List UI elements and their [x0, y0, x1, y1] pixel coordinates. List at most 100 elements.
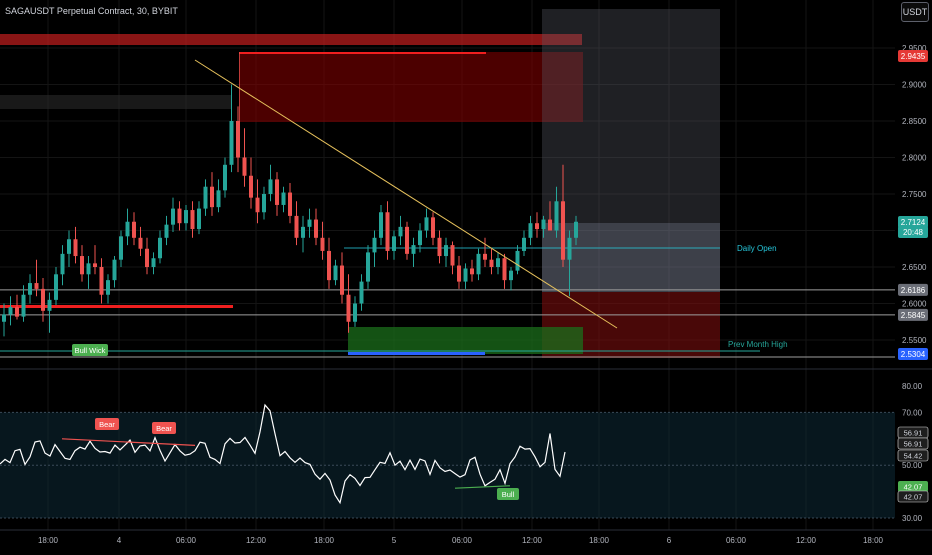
- candle-body: [249, 175, 253, 198]
- rsi-badge: 54.42: [897, 449, 929, 462]
- candle-body: [548, 219, 552, 231]
- gray-zone: [0, 95, 232, 109]
- time-axis-tick: 4: [117, 536, 122, 545]
- price-badge-level-1-text: 2.6186: [901, 286, 926, 295]
- price-badge-current-bg: [898, 216, 928, 228]
- candle-body: [346, 294, 351, 322]
- rsi-axis-tick: 30.00: [902, 514, 923, 523]
- candle-body: [411, 245, 416, 254]
- candle-body: [138, 237, 143, 249]
- prev-month-high-label: Prev Month High: [728, 340, 788, 349]
- candle-body: [366, 252, 370, 282]
- candle-body: [60, 253, 65, 275]
- rsi-bear-badge-1: Bear: [95, 418, 119, 430]
- price-badge-bottom-text: 2.5304: [901, 350, 926, 359]
- candle-body: [320, 237, 325, 251]
- candle-body: [405, 226, 409, 254]
- candle-body: [424, 217, 429, 231]
- time-axis-tick: 18:00: [863, 536, 884, 545]
- demand-zone: [348, 327, 583, 354]
- time-axis-tick: 06:00: [726, 536, 747, 545]
- price-axis-tick: 2.9000: [902, 81, 927, 90]
- candle-body: [333, 265, 338, 281]
- time-axis-tick: 6: [667, 536, 672, 545]
- candle-body: [197, 208, 201, 230]
- candle-body: [509, 270, 513, 281]
- candle-body: [132, 221, 136, 238]
- candle-body: [236, 121, 240, 158]
- rsi-bear-badge-2-text: Bear: [156, 424, 172, 433]
- candle-body: [327, 250, 331, 281]
- price-badge-top-bg: [898, 50, 928, 62]
- candle-body: [561, 201, 565, 260]
- candle-body: [99, 267, 104, 295]
- candle-body: [483, 253, 487, 260]
- rsi-badge: 56.91: [897, 437, 929, 450]
- candle-body: [203, 186, 208, 209]
- candle-body: [164, 224, 169, 238]
- candle-body: [73, 239, 78, 257]
- rsi-line[interactable]: [0, 403, 566, 505]
- candle-body: [450, 245, 455, 266]
- rsi-badge-text: 56.91: [904, 429, 923, 438]
- daily-open-label: Daily Open: [737, 244, 777, 253]
- currency-button[interactable]: USDT: [901, 2, 929, 22]
- candle-body: [112, 259, 117, 281]
- candle-body: [418, 230, 422, 246]
- candle-body: [15, 307, 19, 317]
- price-badge-bottom: 2.5304: [898, 348, 928, 360]
- candle-body: [210, 186, 214, 208]
- rsi-bull-divergence-line: [454, 485, 511, 489]
- candle-body: [125, 221, 130, 237]
- candle-body: [184, 210, 188, 224]
- supply-zone-top: [0, 34, 582, 45]
- candle-body: [476, 253, 481, 275]
- trendline[interactable]: [194, 59, 618, 329]
- candle-body: [522, 237, 526, 251]
- candle-body: [216, 190, 221, 208]
- candle-body: [385, 212, 390, 251]
- rsi-bull-badge-text: Bull: [502, 490, 515, 499]
- time-axis-tick: 18:00: [589, 536, 610, 545]
- position-profit-zone: [542, 9, 720, 292]
- price-badge-countdown-bg: [898, 226, 928, 238]
- candle-body: [353, 303, 357, 322]
- price-badge-top-text: 2.9435: [901, 52, 926, 61]
- candle-body: [502, 258, 507, 281]
- rsi-bull-badge-bg: [497, 488, 519, 500]
- candle-body: [8, 307, 13, 315]
- supply-zone-edge: [239, 52, 240, 122]
- position-entry-zone: [542, 223, 720, 292]
- rsi-badge-text: 56.91: [904, 440, 923, 449]
- price-badge-level-2: 2.5845: [898, 308, 928, 321]
- price-badge-bottom-bg: [898, 348, 928, 360]
- candle-body: [301, 226, 305, 238]
- candle-body: [255, 197, 260, 213]
- rsi-badge-bg: [898, 481, 928, 492]
- price-badge-current: 2.7124: [898, 216, 928, 228]
- rsi-axis-tick: 50.00: [902, 461, 923, 470]
- time-axis-tick: 18:00: [314, 536, 335, 545]
- price-badge-level-1-bg: [898, 283, 928, 296]
- demand-zone-line: [348, 352, 485, 355]
- time-axis-tick: 12:00: [246, 536, 267, 545]
- price-axis-tick: 2.6500: [902, 263, 927, 272]
- candle-body: [171, 208, 175, 225]
- rsi-badge-bg: [897, 490, 929, 503]
- candle-body: [151, 258, 156, 267]
- price-axis-tick: 2.8000: [902, 154, 927, 163]
- price-axis-tick: 2.9500: [902, 44, 927, 53]
- candle-body: [372, 237, 377, 253]
- time-axis-tick: 18:00: [38, 536, 59, 545]
- candle-body: [145, 248, 149, 267]
- rsi-badge-bg: [897, 449, 929, 462]
- candle-body: [437, 237, 442, 257]
- rsi-axis-tick: 70.00: [902, 408, 923, 417]
- candle-body: [93, 263, 97, 267]
- bull-wick-text: Bull Wick: [75, 346, 106, 355]
- rsi-badge-text: 54.42: [904, 452, 923, 461]
- rsi-bear-badge-2-bg: [152, 422, 176, 434]
- rsi-badge-bg: [897, 437, 929, 450]
